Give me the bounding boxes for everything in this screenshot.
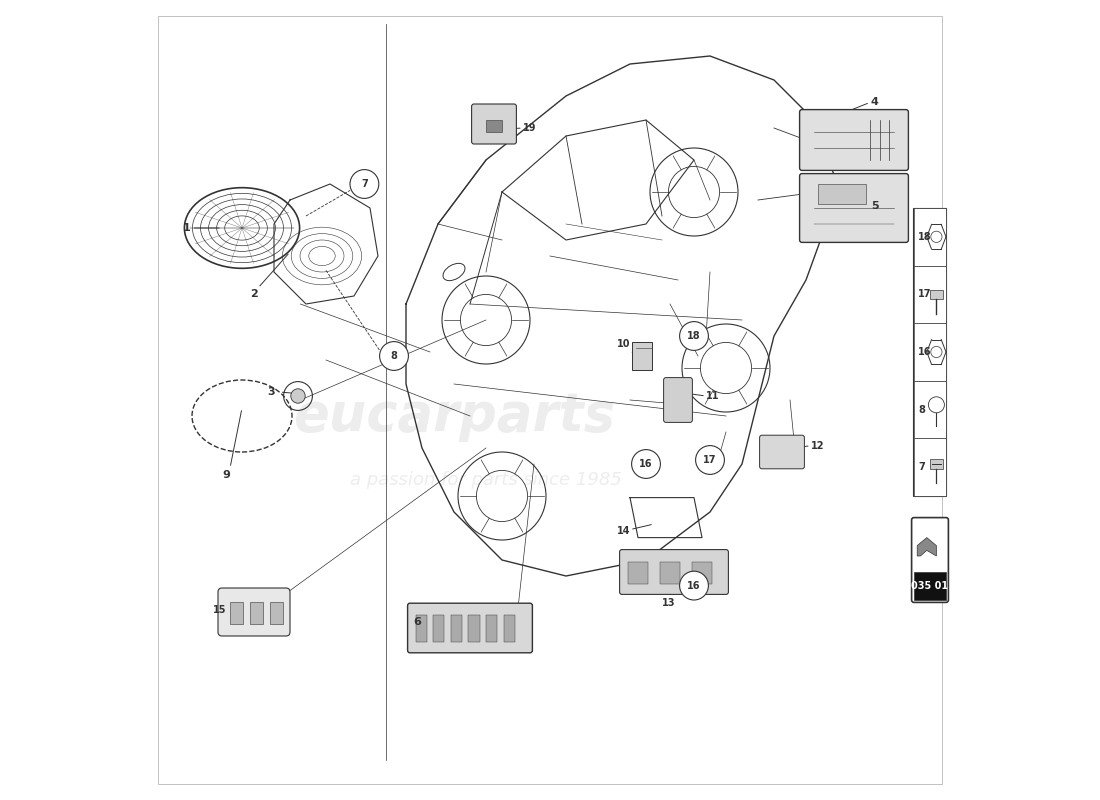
Text: 7: 7 [918,462,925,472]
Bar [504,615,515,642]
FancyBboxPatch shape [619,550,728,594]
Bar [692,562,712,584]
Text: 3: 3 [267,387,275,397]
Text: 9: 9 [223,470,231,480]
Bar [628,562,648,584]
Bar [451,615,462,642]
Bar [818,184,866,204]
Text: 13: 13 [661,598,675,608]
Polygon shape [917,538,936,556]
Text: 18: 18 [688,331,701,341]
Text: 16: 16 [688,581,701,590]
Text: a passion for parts since 1985: a passion for parts since 1985 [350,471,622,489]
Text: 16: 16 [639,459,652,469]
Text: 4: 4 [871,97,879,106]
Text: 14: 14 [617,526,630,536]
Bar [486,615,497,642]
Text: eucarparts: eucarparts [293,390,615,442]
FancyBboxPatch shape [912,518,948,602]
Circle shape [379,342,408,370]
Bar [914,266,946,323]
Text: 15: 15 [213,606,227,615]
FancyBboxPatch shape [218,588,290,636]
Bar [914,438,946,496]
Text: 11: 11 [706,391,719,401]
Text: 1: 1 [183,223,190,233]
Text: 17: 17 [703,455,717,465]
Text: 10: 10 [617,339,630,349]
Text: 18: 18 [918,232,932,242]
Bar [230,602,243,624]
Text: 19: 19 [522,123,536,133]
Text: 8: 8 [390,351,397,361]
Text: 12: 12 [811,441,824,450]
Text: 5: 5 [871,202,879,211]
Bar [913,208,946,496]
Circle shape [631,450,660,478]
Circle shape [695,446,725,474]
Bar [914,572,946,600]
Circle shape [350,170,378,198]
Text: 17: 17 [918,290,932,299]
Circle shape [680,322,708,350]
FancyBboxPatch shape [800,174,909,242]
Circle shape [680,571,708,600]
FancyBboxPatch shape [663,378,692,422]
Bar [914,323,946,381]
Bar [632,342,652,370]
Text: 7: 7 [361,179,367,189]
Circle shape [290,389,305,403]
Text: 8: 8 [918,405,925,414]
Text: 2: 2 [250,290,257,299]
Bar [660,562,680,584]
Bar [930,290,943,299]
FancyBboxPatch shape [472,104,516,144]
Bar [250,602,263,624]
Bar [469,615,480,642]
Bar [433,615,444,642]
Text: 6: 6 [414,618,421,627]
FancyBboxPatch shape [800,110,909,170]
Bar [270,602,283,624]
Bar [930,459,943,469]
Bar [416,615,427,642]
Text: 035 01: 035 01 [912,581,948,591]
FancyBboxPatch shape [760,435,804,469]
Bar [914,381,946,438]
FancyBboxPatch shape [408,603,532,653]
Bar [914,208,946,266]
Bar [486,120,502,132]
Text: 16: 16 [918,347,932,357]
